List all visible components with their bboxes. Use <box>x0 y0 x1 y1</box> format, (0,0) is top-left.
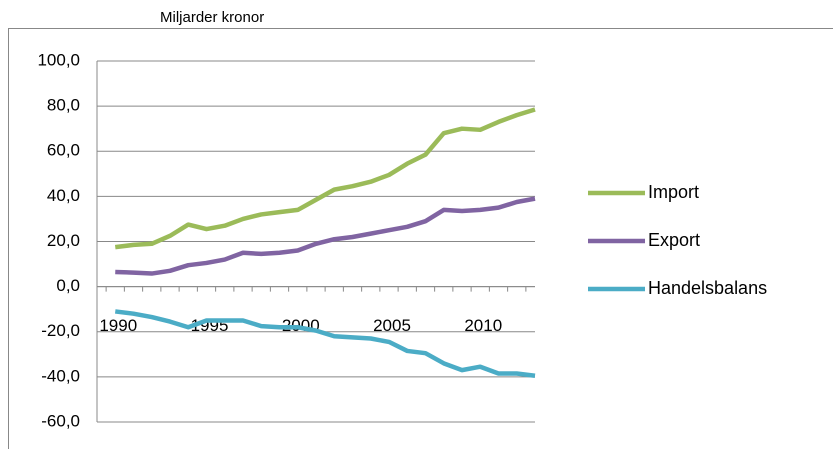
chart-frame <box>8 28 833 449</box>
y-tick-label: 0,0 <box>56 276 80 295</box>
legend-label: Handelsbalans <box>648 278 767 298</box>
y-tick-label: -40,0 <box>41 366 80 385</box>
y-tick-label: 100,0 <box>37 50 80 69</box>
y-tick-label: -20,0 <box>41 321 80 340</box>
legend-label: Import <box>648 182 699 202</box>
y-tick-label: 40,0 <box>47 186 80 205</box>
y-tick-label: -60,0 <box>41 411 80 430</box>
y-tick-label: 60,0 <box>47 141 80 160</box>
x-tick-label: 1990 <box>99 316 137 335</box>
line-series <box>114 107 536 250</box>
x-tick-label: 2005 <box>373 316 411 335</box>
y-axis-label: Miljarder kronor <box>160 9 264 26</box>
line-series <box>114 309 536 378</box>
y-tick-label: 80,0 <box>47 96 80 115</box>
x-tick-label: 2010 <box>464 316 502 335</box>
legend-label: Export <box>648 230 700 250</box>
line-series <box>115 196 536 276</box>
y-tick-label: 20,0 <box>47 231 80 250</box>
